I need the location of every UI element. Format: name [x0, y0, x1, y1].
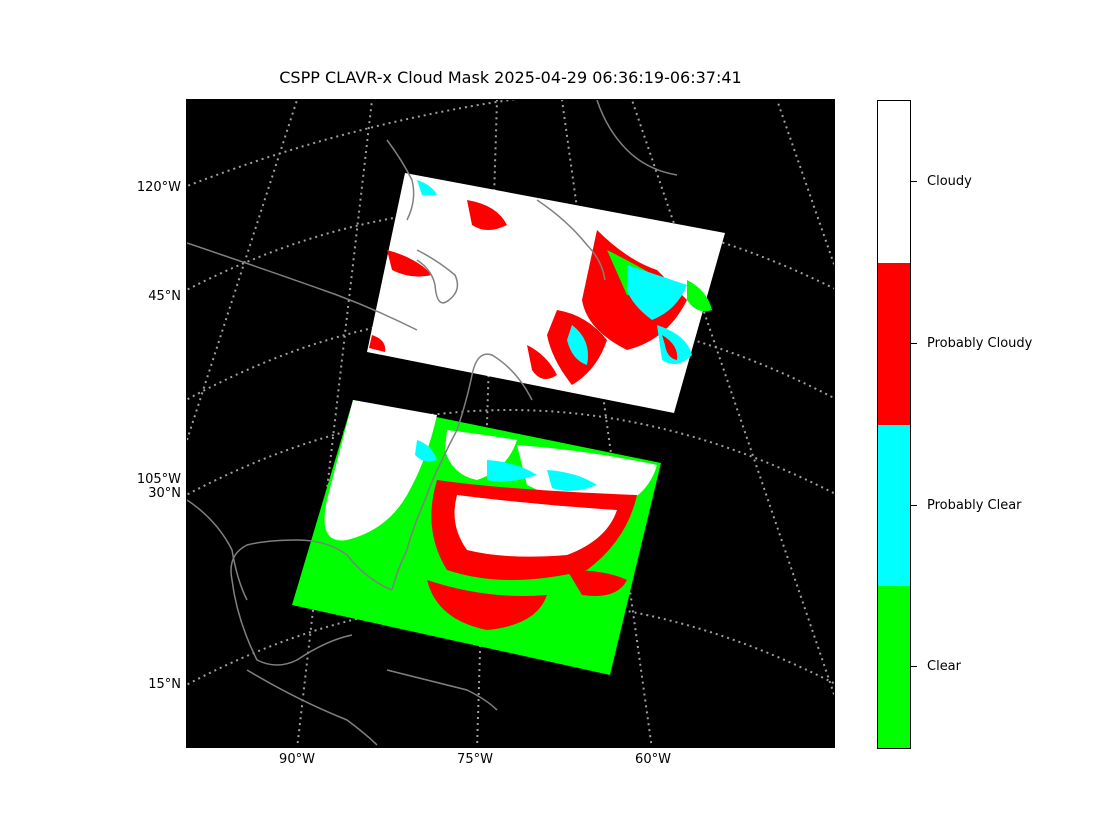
- meridian-line: [776, 100, 834, 268]
- colorbar-tick: [910, 666, 917, 667]
- coastline-gulf: [230, 539, 393, 666]
- colorbar-segment-cloudy: [878, 101, 910, 263]
- colorbar-segment-probably-clear: [878, 424, 910, 587]
- swath-south: [292, 400, 661, 675]
- colorbar-tick: [910, 343, 917, 344]
- parallel-line: [187, 409, 834, 496]
- colorbar-segment-probably-cloudy: [878, 262, 910, 425]
- border-us-canada: [187, 242, 418, 331]
- meridian-line: [631, 100, 834, 698]
- coastline-hudson: [386, 139, 415, 221]
- coastline-central-america: [246, 669, 378, 746]
- map-canvas: [187, 100, 834, 747]
- colorbar: [877, 100, 911, 749]
- legend-label-probably-cloudy: Probably Cloudy: [927, 336, 1033, 351]
- map-panel: [186, 99, 835, 748]
- coastline-cuba: [386, 669, 498, 711]
- parallel-line: [187, 100, 517, 188]
- lat-label-15n: 15°N: [148, 677, 181, 692]
- parallel-line: [187, 206, 834, 292]
- legend-label-clear: Clear: [927, 659, 961, 674]
- lat-label-120w: 120°W: [136, 180, 181, 195]
- coastline-us-east: [391, 353, 533, 591]
- colorbar-tick: [910, 505, 917, 506]
- colorbar-segment-clear: [878, 586, 910, 748]
- lat-label-45n: 45°N: [148, 289, 181, 304]
- colorbar-tick: [910, 181, 917, 182]
- coastline-greatlakes: [416, 249, 459, 304]
- meridian-line: [296, 100, 373, 747]
- lat-label-30n: 30°N: [148, 486, 181, 501]
- meridian-line: [187, 100, 298, 441]
- coastline-mexico: [187, 499, 248, 601]
- lat-label-105w: 105°W: [136, 472, 181, 487]
- swath-north: [367, 173, 725, 413]
- coastline-greenland: [596, 100, 678, 176]
- map-title: CSPP CLAVR-x Cloud Mask 2025-04-29 06:36…: [279, 68, 742, 87]
- lon-label-60w: 60°W: [635, 752, 671, 767]
- lon-label-90w: 90°W: [279, 752, 315, 767]
- lon-label-75w: 75°W: [457, 752, 493, 767]
- coastlines: [187, 100, 678, 746]
- legend-label-probably-clear: Probably Clear: [927, 498, 1022, 513]
- legend-label-cloudy: Cloudy: [927, 174, 972, 189]
- coastline-canada: [536, 199, 606, 281]
